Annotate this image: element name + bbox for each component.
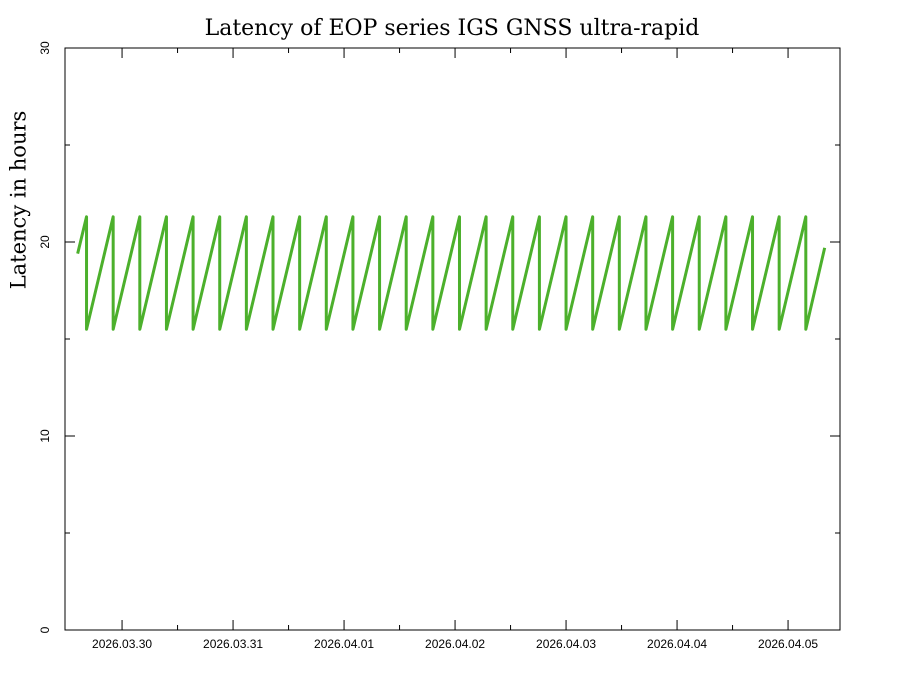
x-tick-label: 2026.04.02 bbox=[425, 637, 485, 651]
x-tick-label: 2026.03.31 bbox=[203, 637, 263, 651]
x-tick-label: 2026.04.05 bbox=[758, 637, 818, 651]
x-tick-label: 2026.04.03 bbox=[536, 637, 596, 651]
x-tick-label: 2026.04.04 bbox=[647, 637, 707, 651]
y-axis-label: Latency in hours bbox=[7, 111, 31, 290]
y-tick-label: 0 bbox=[38, 626, 52, 633]
x-tick-label: 2026.04.01 bbox=[314, 637, 374, 651]
y-tick-label: 30 bbox=[38, 41, 52, 55]
chart-title: Latency of EOP series IGS GNSS ultra-rap… bbox=[205, 16, 700, 41]
data-line bbox=[76, 215, 827, 331]
y-tick-label: 20 bbox=[38, 235, 52, 249]
x-tick-label: 2026.03.30 bbox=[92, 637, 152, 651]
y-tick-label: 10 bbox=[38, 429, 52, 443]
